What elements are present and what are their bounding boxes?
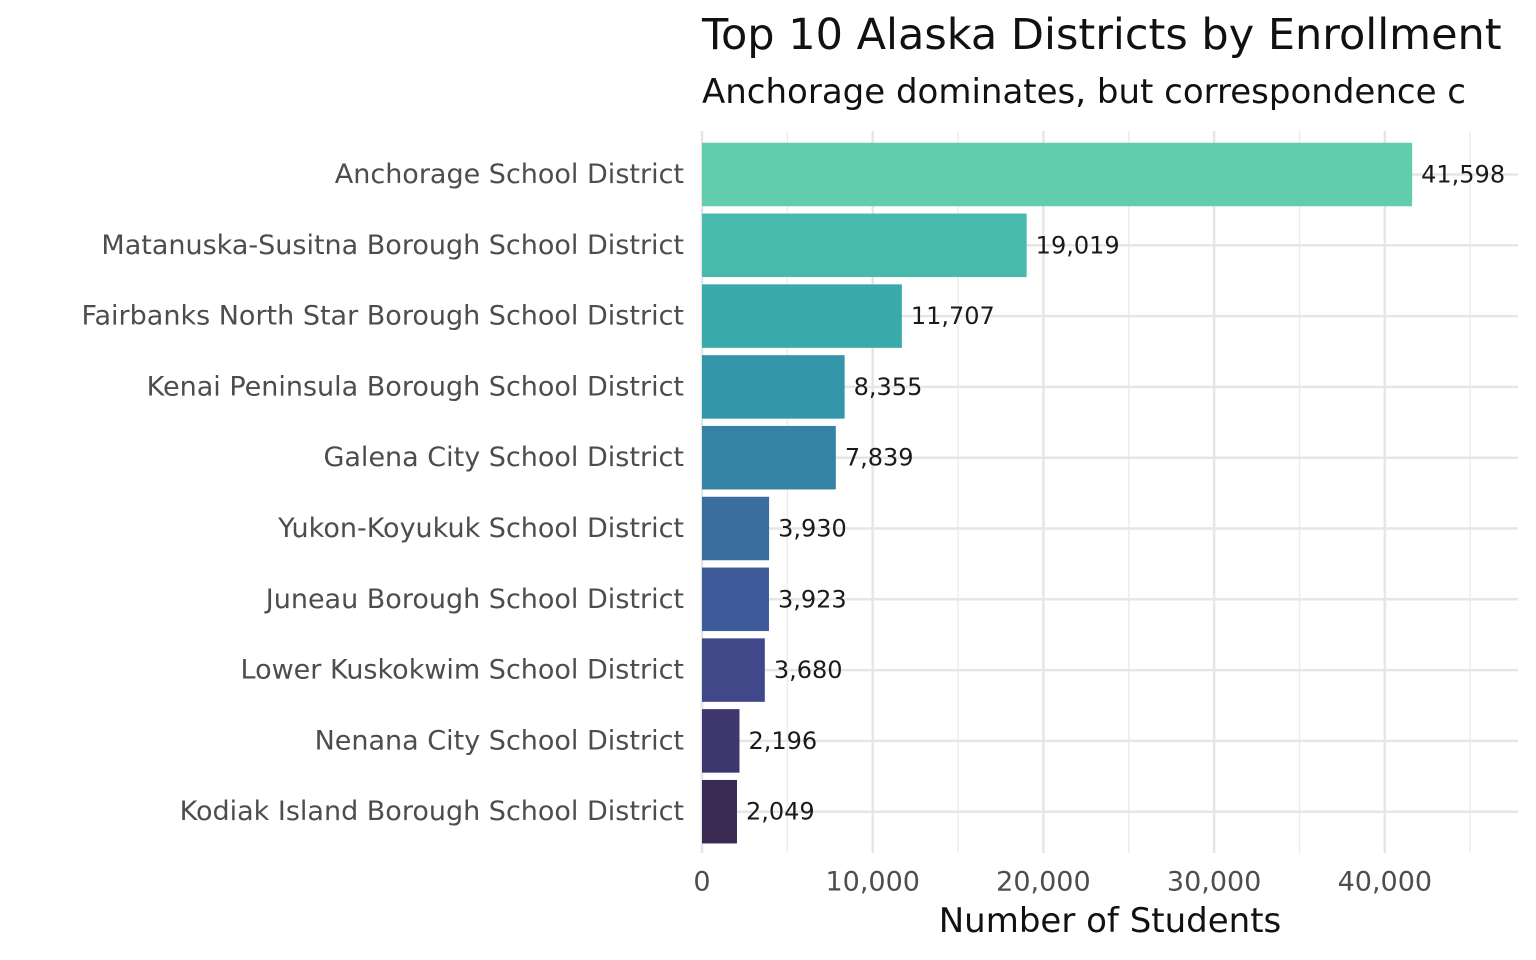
- x-tick-label: 40,000: [1338, 867, 1432, 898]
- data-label: 2,196: [748, 727, 817, 755]
- bar: [702, 425, 836, 490]
- bar: [702, 779, 737, 844]
- y-tick-label: Fairbanks North Star Borough School Dist…: [81, 301, 684, 332]
- y-tick-label: Yukon-Koyukuk School District: [277, 513, 684, 544]
- data-label: 3,680: [774, 656, 843, 684]
- data-label: 19,019: [1036, 231, 1120, 259]
- bar: [702, 355, 845, 419]
- x-axis-title: Number of Students: [939, 901, 1282, 941]
- y-tick-label: Nenana City School District: [315, 725, 684, 756]
- data-label: 11,707: [911, 302, 995, 330]
- data-label: 41,598: [1421, 161, 1505, 189]
- x-tick-label: 10,000: [825, 867, 919, 898]
- y-tick-label: Galena City School District: [323, 442, 684, 473]
- data-label: 3,930: [778, 515, 847, 543]
- bar: [702, 709, 740, 773]
- bar: [702, 284, 902, 348]
- x-tick-label: 0: [693, 867, 710, 898]
- x-tick-label: 30,000: [1167, 867, 1261, 898]
- y-tick-label: Kodiak Island Borough School District: [180, 796, 684, 827]
- data-label: 8,355: [854, 373, 923, 401]
- data-label: 3,923: [778, 585, 847, 613]
- data-label: 2,049: [746, 798, 815, 826]
- y-tick-label: Kenai Peninsula Borough School District: [147, 371, 684, 402]
- bar: [702, 213, 1027, 278]
- chart-title: Top 10 Alaska Districts by Enrollment: [702, 10, 1502, 60]
- data-label: 7,839: [845, 444, 914, 472]
- bar: [702, 142, 1413, 207]
- bar: [702, 496, 770, 561]
- x-tick-label: 20,000: [996, 867, 1090, 898]
- chart-subtitle: Anchorage dominates, but correspondence …: [702, 72, 1466, 112]
- labels: 41,598 Anchorage School District 19,019 Mat…: [81, 159, 1505, 941]
- y-tick-label: Anchorage School District: [335, 159, 684, 190]
- y-tick-label: Juneau Borough School District: [264, 584, 684, 615]
- y-tick-label: Matanuska-Susitna Borough School Distric…: [101, 230, 684, 261]
- bar: [702, 638, 765, 702]
- y-tick-label: Lower Kuskokwim School District: [241, 655, 685, 686]
- bars: [702, 142, 1413, 844]
- bar: [702, 567, 769, 632]
